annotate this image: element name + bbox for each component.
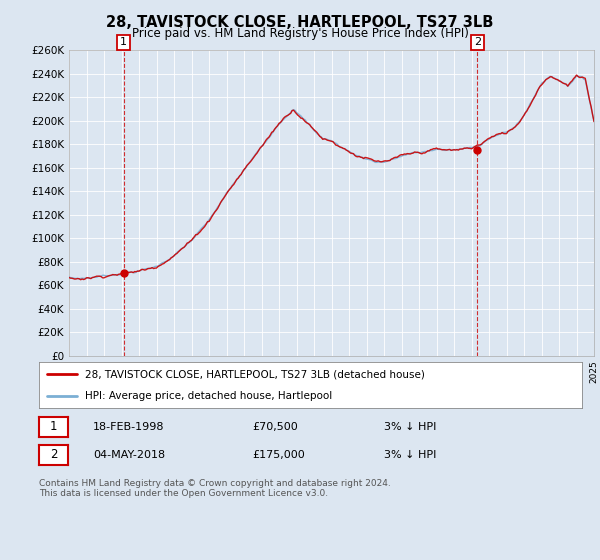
Text: £70,500: £70,500	[252, 422, 298, 432]
Text: 3% ↓ HPI: 3% ↓ HPI	[384, 450, 436, 460]
Text: Price paid vs. HM Land Registry's House Price Index (HPI): Price paid vs. HM Land Registry's House …	[131, 27, 469, 40]
Text: 2: 2	[50, 448, 57, 461]
Text: HPI: Average price, detached house, Hartlepool: HPI: Average price, detached house, Hart…	[85, 391, 332, 401]
Text: 28, TAVISTOCK CLOSE, HARTLEPOOL, TS27 3LB (detached house): 28, TAVISTOCK CLOSE, HARTLEPOOL, TS27 3L…	[85, 369, 425, 379]
Text: 3% ↓ HPI: 3% ↓ HPI	[384, 422, 436, 432]
Text: £175,000: £175,000	[252, 450, 305, 460]
Text: 04-MAY-2018: 04-MAY-2018	[93, 450, 165, 460]
Text: This data is licensed under the Open Government Licence v3.0.: This data is licensed under the Open Gov…	[39, 489, 328, 498]
Text: 28, TAVISTOCK CLOSE, HARTLEPOOL, TS27 3LB: 28, TAVISTOCK CLOSE, HARTLEPOOL, TS27 3L…	[106, 15, 494, 30]
Text: 1: 1	[120, 38, 127, 48]
Text: 18-FEB-1998: 18-FEB-1998	[93, 422, 164, 432]
Text: 2: 2	[474, 38, 481, 48]
Text: Contains HM Land Registry data © Crown copyright and database right 2024.: Contains HM Land Registry data © Crown c…	[39, 479, 391, 488]
Text: 1: 1	[50, 420, 57, 433]
